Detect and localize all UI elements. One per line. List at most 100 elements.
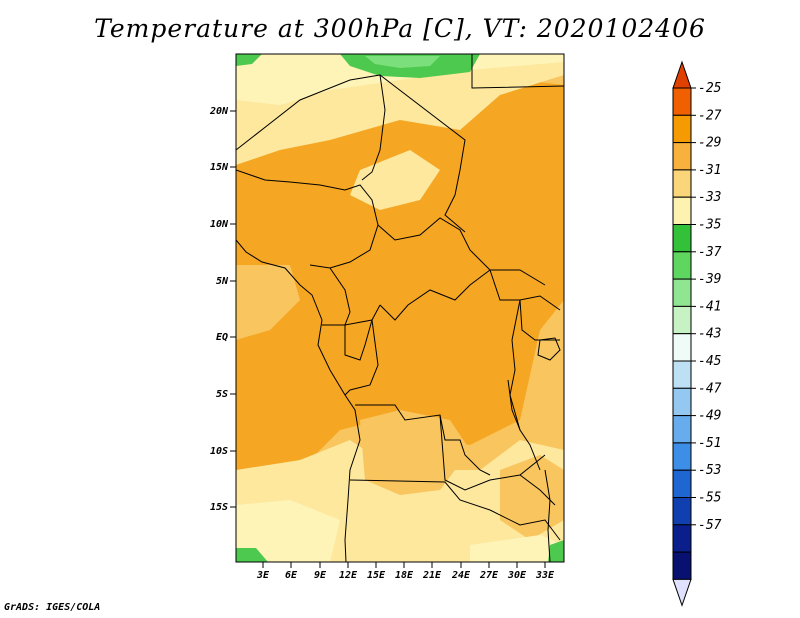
colorbar-label: -27 [698, 108, 722, 123]
lon-label-30E: 30E [507, 570, 527, 581]
lat-tick: 5S [216, 389, 236, 400]
lat-tick: 5N [216, 276, 236, 287]
colorbar-label: -35 [698, 218, 722, 233]
lon-label-18E: 18E [395, 570, 414, 581]
colorbar: -25 -27 -29 -31 -33 -35 -37 -39 -41 -43 -45 -47 -49 -… [672, 60, 722, 607]
longitude-axis: 3E 6E 9E 12E 15E 18E 21E 24E 27E 30E 33E [256, 562, 555, 581]
colorbar-box [672, 251, 692, 280]
colorbar-box [672, 387, 692, 417]
lat-tick: 10S [210, 446, 236, 457]
colorbar-label: -39 [698, 272, 721, 287]
colorbar-box [672, 415, 692, 444]
lon-tick: 15E [367, 562, 386, 581]
colorbar-label: -43 [698, 327, 721, 342]
lon-tick: 18E [395, 562, 414, 581]
colorbar-label: -51 [698, 436, 721, 451]
lat-tick: 15S [210, 502, 236, 513]
lon-tick: 33E [535, 562, 555, 581]
colorbar-label: -29 [698, 136, 721, 151]
band-minus-39-north [365, 56, 440, 68]
lat-label-20N: 20N [209, 106, 229, 117]
lat-tick: EQ [216, 332, 236, 343]
border-uganda [519, 299, 560, 341]
border-drc-west [379, 269, 491, 321]
lon-label-3E: 3E [256, 570, 270, 581]
colorbar-box [672, 278, 692, 307]
lat-tick: 10N [210, 219, 236, 230]
band-minus-31-se [500, 455, 564, 540]
colorbar-box [672, 114, 692, 144]
band-minus-35-north [236, 54, 564, 105]
colorbar-box [672, 524, 692, 553]
colorbar-label: -31 [698, 163, 721, 178]
colorbar-label: -47 [698, 381, 722, 396]
colorbar-box [672, 469, 692, 499]
lon-tick: 30E [507, 562, 527, 581]
colorbar-label: -57 [698, 518, 722, 533]
colorbar-label: -33 [698, 190, 721, 205]
band-minus-29-central [236, 80, 564, 480]
colorbar-box [672, 305, 692, 335]
colorbar-label: -41 [698, 299, 721, 314]
colorbar-label: -49 [698, 409, 721, 424]
lon-label-27E: 27E [479, 570, 499, 581]
map-title: Temperature at 300hPa [C], VT: 202010240… [94, 14, 706, 43]
band-minus-37-se [548, 540, 564, 562]
border-cameroon [329, 267, 381, 326]
lon-tick: 12E [339, 562, 358, 581]
lat-label-EQ: EQ [216, 332, 228, 343]
lon-tick: 24E [451, 562, 471, 581]
border-zambia [439, 414, 546, 491]
coastline-west [236, 239, 361, 562]
lat-tick: 15N [210, 162, 236, 173]
lon-tick: 3E [256, 562, 270, 581]
colorbar-box [672, 142, 692, 171]
border-north-1 [236, 74, 386, 181]
lon-label-9E: 9E [314, 570, 327, 581]
colorbar-box [672, 551, 692, 580]
colorbar-box [672, 442, 692, 471]
colorbar-label: -25 [698, 81, 722, 96]
colorbar-box [672, 169, 692, 198]
band-minus-33-north2 [350, 150, 440, 210]
band-minus-37-nw [236, 54, 262, 66]
lat-label-5N: 5N [216, 276, 229, 287]
border-chad-car [377, 217, 546, 286]
colorbar-label: -55 [698, 491, 722, 506]
border-drc-congo [344, 319, 379, 396]
lon-label-12E: 12E [339, 570, 358, 581]
border-drc-angola [355, 404, 491, 476]
band-minus-35-south [236, 500, 340, 562]
lake-victoria [537, 337, 561, 361]
lon-tick: 21E [422, 562, 442, 581]
lat-tick: 20N [209, 106, 236, 117]
lat-label-10S: 10S [210, 446, 228, 457]
colorbar-label: -45 [698, 354, 722, 369]
border-mozambique [547, 529, 551, 562]
lon-label-21E: 21E [422, 570, 442, 581]
lat-label-15S: 15S [210, 502, 228, 513]
colorbar-box [672, 224, 692, 253]
border-nigeria [236, 169, 379, 269]
border-botswana [489, 509, 561, 541]
lon-label-15E: 15E [367, 570, 386, 581]
map-frame [235, 53, 565, 563]
latitude-axis: 20N 15N 10N 5N EQ 5S 10S 15S [209, 106, 236, 513]
lat-label-5S: 5S [216, 389, 228, 400]
colorbar-box [672, 333, 692, 362]
lon-label-6E: 6E [285, 570, 298, 581]
band-minus-31-west [236, 265, 300, 340]
lake-tanganyika [507, 379, 521, 431]
lat-label-15N: 15N [210, 162, 229, 173]
colorbar-box [672, 196, 692, 225]
map-field [236, 54, 564, 562]
border-namibia [349, 479, 491, 511]
border-sudan [444, 194, 466, 233]
colorbar-label: -37 [698, 245, 722, 260]
lon-label-24E: 24E [451, 570, 471, 581]
lat-label-10N: 10N [210, 219, 229, 230]
border-north-2 [471, 54, 564, 89]
band-minus-37-sw [236, 548, 268, 562]
border-gabon-congo [322, 319, 373, 361]
